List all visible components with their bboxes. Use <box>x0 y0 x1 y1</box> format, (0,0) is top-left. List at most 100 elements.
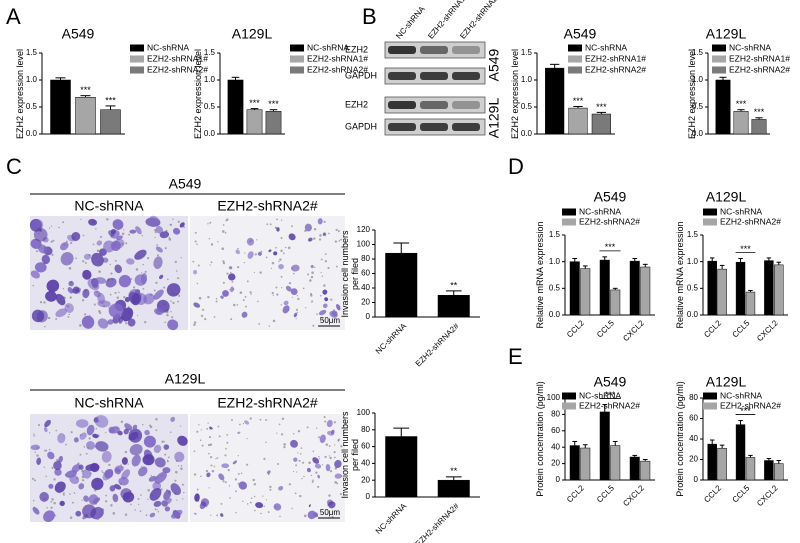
cell <box>149 512 156 518</box>
cell <box>60 242 69 251</box>
pore <box>163 441 166 443</box>
pore <box>197 264 200 267</box>
pore <box>267 511 270 513</box>
cell <box>86 441 95 450</box>
cell <box>153 256 163 270</box>
pore <box>105 431 107 434</box>
pore <box>228 485 231 487</box>
pore <box>283 445 286 449</box>
cell <box>94 277 107 284</box>
pore <box>237 247 239 250</box>
y-axis-label: EZH2 expression level <box>193 48 203 139</box>
pore <box>253 495 256 498</box>
cell <box>255 502 264 509</box>
bar <box>629 456 640 481</box>
pore <box>154 508 157 511</box>
y-tick-label: 1.5 <box>204 48 216 57</box>
pore <box>260 250 263 253</box>
pore <box>280 219 283 221</box>
pore <box>148 424 151 427</box>
pore <box>138 503 140 506</box>
pore <box>294 492 297 495</box>
cell <box>206 472 211 478</box>
cell <box>192 269 198 275</box>
cell <box>171 509 183 519</box>
pore <box>269 488 272 491</box>
significance: *** <box>105 95 116 105</box>
cell <box>307 237 313 242</box>
pore <box>125 322 128 325</box>
cell <box>283 300 289 306</box>
legend-label: NC-shRNA <box>579 206 621 216</box>
legend-swatch <box>130 55 144 63</box>
cell <box>163 489 172 501</box>
pore <box>296 311 299 313</box>
legend-swatch <box>130 66 144 74</box>
blot-band <box>452 101 480 109</box>
pore <box>51 253 54 256</box>
cell <box>102 257 109 263</box>
legend-swatch <box>568 66 582 74</box>
chart-title: A549 <box>62 26 95 42</box>
legend-swatch <box>712 66 726 74</box>
blot-lane-label: EZH2-shRNA2# <box>458 0 502 41</box>
cell <box>238 481 248 490</box>
significance: *** <box>736 99 747 109</box>
pore <box>336 482 339 485</box>
pore <box>334 481 337 484</box>
y-tick-label: 1.5 <box>26 48 38 57</box>
pore <box>208 237 211 240</box>
cell <box>273 251 278 256</box>
cell <box>138 466 148 477</box>
cell <box>47 451 55 460</box>
cell <box>114 264 123 274</box>
pore <box>172 218 174 220</box>
cell <box>334 473 342 479</box>
pore <box>200 429 202 431</box>
y-axis-label: EZH2 expression level <box>15 48 25 139</box>
pore <box>145 514 148 516</box>
pore <box>142 423 144 426</box>
significance: *** <box>740 406 751 416</box>
micrograph-column: NC-shRNA <box>74 198 144 214</box>
blot-row-label: GAPDH <box>345 121 377 131</box>
pore <box>207 295 210 299</box>
pore <box>253 271 256 274</box>
cell <box>95 441 109 452</box>
pore <box>155 281 158 285</box>
pore <box>206 427 209 430</box>
cell <box>117 430 123 436</box>
y-tick-label: 1.0 <box>26 75 38 84</box>
pore <box>229 497 231 499</box>
cell <box>218 473 225 481</box>
chart-title: A129L <box>232 26 273 42</box>
legend-swatch <box>562 402 576 410</box>
cell <box>30 270 40 279</box>
cell <box>82 504 97 519</box>
micrograph-column: EZH2-shRNA2# <box>217 198 318 214</box>
bar <box>580 268 591 316</box>
cell <box>87 278 100 291</box>
bar <box>545 67 565 135</box>
y-tick-label: 1.5 <box>692 48 704 57</box>
pore <box>250 497 253 499</box>
bar <box>580 447 591 481</box>
pore <box>170 310 172 313</box>
blot-band <box>388 101 416 109</box>
pore <box>262 495 264 497</box>
pore <box>250 293 252 295</box>
pore <box>150 475 152 477</box>
cell <box>96 506 101 516</box>
pore <box>47 316 50 320</box>
cell <box>102 468 114 481</box>
pore <box>325 443 329 446</box>
cell <box>127 318 136 327</box>
x-tick-label: CXCL2 <box>755 483 780 508</box>
legend-label: NC-shRNA <box>720 206 762 216</box>
cell <box>129 444 143 456</box>
cell <box>282 305 290 314</box>
pore <box>34 451 36 454</box>
pore <box>177 465 180 467</box>
y-tick-label: 0 <box>366 492 371 501</box>
